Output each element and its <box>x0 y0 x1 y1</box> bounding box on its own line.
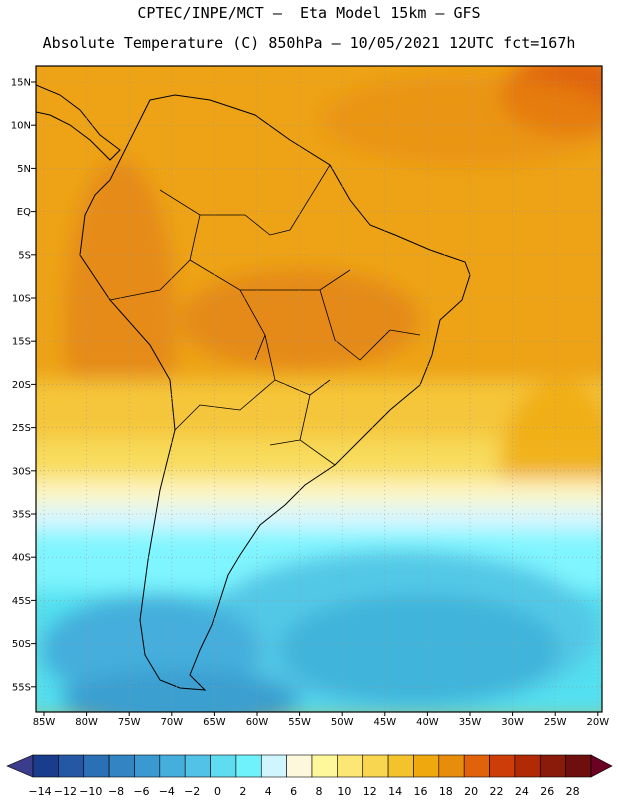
color-bar-swatch <box>337 754 364 778</box>
lon-label: 55W <box>288 717 311 728</box>
lon-label: 20W <box>586 717 609 728</box>
color-bar-label: 8 <box>316 785 323 798</box>
color-bar-label: −10 <box>79 785 102 798</box>
color-bar-label: 0 <box>214 785 221 798</box>
color-bar-label: 16 <box>413 785 427 798</box>
color-bar <box>6 754 613 778</box>
lon-label: 35W <box>459 717 482 728</box>
color-bar-labels: −14 −12 −10 −8 −6 −4 −2 0 2 4 6 8 10 12 14 16 18 20 22 24 26… <box>28 785 579 798</box>
cold-area-m2 <box>280 595 560 705</box>
color-bar-label: 20 <box>464 785 478 798</box>
warm-area-north <box>320 75 602 165</box>
color-bar-label: −12 <box>54 785 77 798</box>
color-bar-swatch <box>463 754 490 778</box>
central-america-outline <box>36 84 121 161</box>
lon-label: 45W <box>373 717 396 728</box>
color-bar-label: −4 <box>159 785 175 798</box>
color-bar-swatch <box>32 754 59 778</box>
color-bar-swatch <box>438 754 465 778</box>
color-bar-label: 18 <box>439 785 453 798</box>
color-bar-swatch <box>539 754 566 778</box>
color-bar-label: 26 <box>540 785 554 798</box>
color-bar-swatch <box>413 754 440 778</box>
color-bar-label: −8 <box>108 785 124 798</box>
color-bar-label: 24 <box>515 785 529 798</box>
color-bar-swatch <box>286 754 313 778</box>
lat-label: 10S <box>12 294 31 305</box>
color-bar-label: 4 <box>265 785 272 798</box>
color-bar-left-arrow <box>6 754 34 778</box>
color-bar-swatch <box>311 754 338 778</box>
lat-label: 15N <box>11 78 31 89</box>
color-bar-swatch <box>387 754 414 778</box>
lat-label: 10N <box>11 121 31 132</box>
color-bar-label: 28 <box>566 785 580 798</box>
map-title-line1: CPTEC/INPE/MCT – Eta Model 15km – GFS <box>137 4 481 22</box>
lon-label: 65W <box>203 717 226 728</box>
color-bar-swatch <box>489 754 516 778</box>
color-bar-label: 2 <box>239 785 246 798</box>
lat-label: 20S <box>12 380 31 391</box>
color-bar-label: −14 <box>28 785 51 798</box>
south-america-outline <box>79 94 471 691</box>
color-bar-swatch <box>58 754 85 778</box>
color-bar-label: 6 <box>290 785 297 798</box>
longitude-labels: 85W 80W 75W 70W 65W 60W 55W 50W 45W 40W 35W 30W 25W 2… <box>33 712 609 728</box>
color-bar-swatch <box>260 754 287 778</box>
lon-label: 50W <box>331 717 354 728</box>
color-bar-label: −2 <box>184 785 200 798</box>
lat-label: 55S <box>12 682 31 693</box>
temperature-field <box>36 66 602 712</box>
lon-label: 60W <box>246 717 269 728</box>
cold-area-south <box>60 670 300 712</box>
color-bar-label: −6 <box>133 785 149 798</box>
lon-label: 85W <box>33 717 56 728</box>
lon-label: 75W <box>118 717 141 728</box>
color-bar-label: 10 <box>337 785 351 798</box>
lat-label: 50S <box>12 639 31 650</box>
lon-label: 80W <box>75 717 98 728</box>
color-bar-swatch <box>159 754 186 778</box>
color-bar-swatch <box>108 754 135 778</box>
color-bar-label: 12 <box>363 785 377 798</box>
lat-label: EQ <box>17 207 31 218</box>
color-bar-label: 22 <box>490 785 504 798</box>
lon-label: 40W <box>416 717 439 728</box>
map-frame <box>35 65 603 713</box>
color-bar-swatch <box>514 754 541 778</box>
lat-label: 40S <box>12 553 31 564</box>
lon-label: 30W <box>501 717 524 728</box>
country-borders <box>109 164 421 466</box>
lat-label: 5N <box>17 164 31 175</box>
lat-label: 15S <box>12 337 31 348</box>
lat-label: 30S <box>12 466 31 477</box>
lat-label: 35S <box>12 510 31 521</box>
lon-label: 25W <box>544 717 567 728</box>
lat-label: 45S <box>12 596 31 607</box>
color-bar-right-arrow <box>590 754 613 778</box>
color-bar-swatch <box>184 754 211 778</box>
map-title-line2: Absolute Temperature (C) 850hPa – 10/05/… <box>42 34 576 52</box>
color-bar-swatch <box>362 754 389 778</box>
lat-label: 5S <box>18 250 31 261</box>
warm-area-central <box>180 270 420 370</box>
lat-label: 25S <box>12 423 31 434</box>
lon-label: 70W <box>160 717 183 728</box>
color-bar-swatch <box>83 754 110 778</box>
latitude-labels: 15N 10N 5N EQ 5S 10S 15S 20S 25S 30S 35S 40S 45S 50S 5… <box>11 78 36 693</box>
color-bar-label: 14 <box>388 785 402 798</box>
color-bar-swatch <box>210 754 237 778</box>
color-bar-swatch <box>134 754 161 778</box>
color-bar-swatch <box>565 754 592 778</box>
color-bar-swatch <box>235 754 262 778</box>
